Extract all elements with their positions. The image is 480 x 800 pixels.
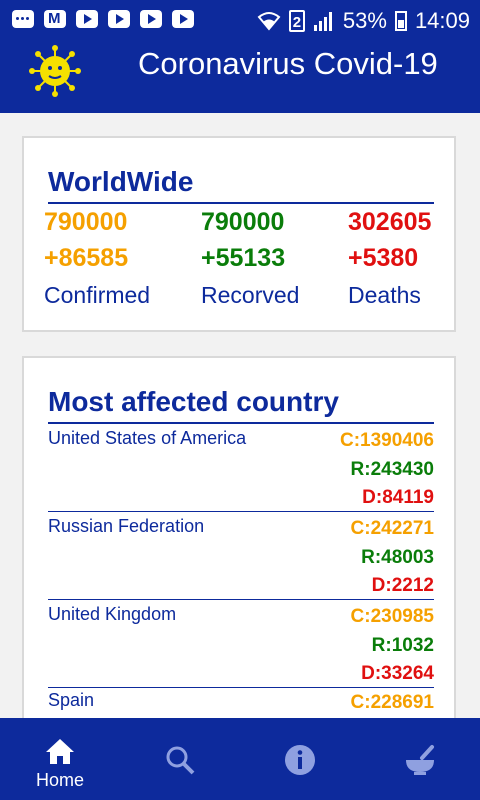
app-bar: Coronavirus Covid-19 [0,40,480,113]
deaths-total: 302605 [348,208,432,236]
country-row[interactable]: Russian Federation C:242271 R:48003 D:22… [48,512,434,600]
notification-icons [12,10,194,28]
battery-percent: 53% [342,8,387,33]
nav-info[interactable] [240,718,360,800]
nav-search[interactable] [120,718,240,800]
confirmed-label: Confirmed [44,282,151,308]
country-name: Russian Federation [48,516,205,536]
country-name: Spain [48,690,95,710]
row-divider [48,511,434,512]
search-icon [166,746,195,775]
row-divider [48,599,434,600]
youtube-icon [140,10,162,28]
most-affected-title: Most affected country [48,386,339,417]
worldwide-card: WorldWide 790000 790000 302605 +86585 +5… [22,136,456,332]
title-divider [48,422,434,424]
deaths-label: Deaths [348,282,421,308]
country-confirmed: C:230985 [350,606,434,627]
country-row[interactable]: United Kingdom C:230985 R:1032 D:33264 [48,600,434,688]
youtube-icon [76,10,98,28]
country-recovered: R:1032 [371,635,434,656]
app-title: Coronavirus Covid-19 [138,46,438,81]
confirmed-total: 790000 [44,208,128,236]
status-bar: 2 53% 14:09 [0,0,480,40]
country-recovered: R:243430 [350,459,434,480]
sim-icon: 2 [288,10,305,32]
more-notifications-icon [12,10,34,28]
recovered-delta: +55133 [201,244,286,272]
country-deaths: D:84119 [362,487,434,508]
country-confirmed: C:1390406 [339,430,434,451]
info-icon [285,745,315,775]
nav-home[interactable]: Home [0,718,120,800]
clock: 14:09 [414,8,470,33]
worldwide-title: WorldWide [48,166,194,197]
youtube-icon [172,10,194,28]
signal-icon [313,12,332,31]
country-confirmed: C:242271 [350,518,434,539]
country-confirmed: C:228691 [350,692,434,713]
gmail-icon [44,10,66,28]
mortar-pestle-icon [406,745,434,775]
country-recovered: R:48003 [361,547,434,568]
nav-home-label: Home [35,770,84,790]
recovered-label: Recorved [201,282,300,308]
country-name: United States of America [48,428,247,448]
most-affected-card[interactable]: Most affected country United States of A… [22,356,456,736]
wifi-icon [257,12,281,31]
country-name: United Kingdom [48,604,177,624]
country-deaths: D:33264 [361,663,434,684]
battery-icon [394,11,407,31]
confirmed-delta: +86585 [44,244,129,272]
nav-remedies[interactable] [360,718,480,800]
virus-logo-icon [29,45,81,97]
bottom-navigation: Home [0,718,480,800]
country-deaths: D:2212 [371,575,434,596]
country-row[interactable]: United States of America C:1390406 R:243… [48,424,434,512]
system-status: 2 53% 14:09 [257,8,470,34]
deaths-delta: +5380 [348,244,419,272]
title-divider [48,202,434,204]
row-divider [48,687,434,688]
recovered-total: 790000 [201,208,285,236]
youtube-icon [108,10,130,28]
home-icon [46,739,74,764]
country-row[interactable]: Spain C:228691 [48,688,434,776]
